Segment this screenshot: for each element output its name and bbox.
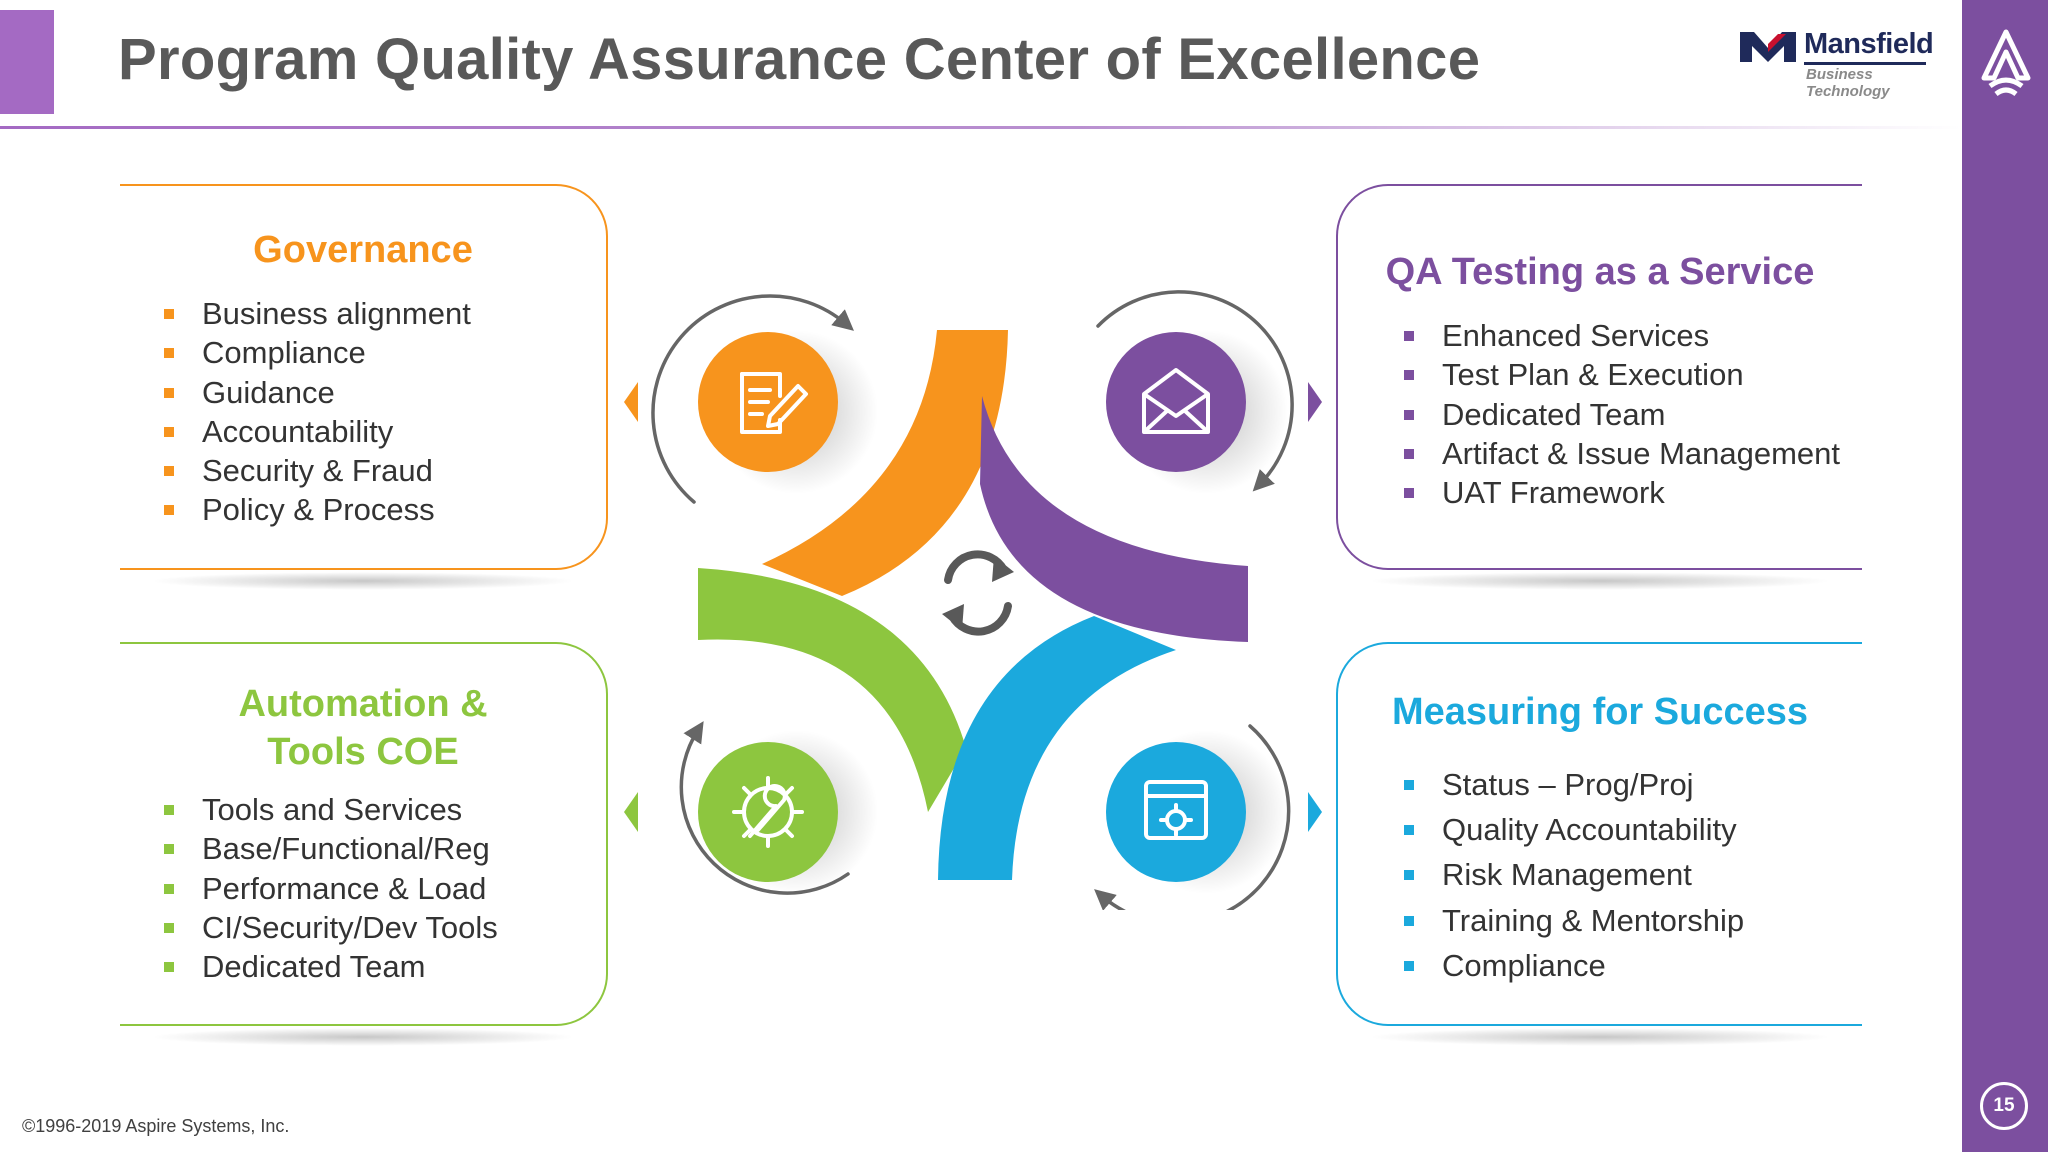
list-item: Training & Mentorship <box>1404 898 1744 943</box>
automation-icon-circle <box>698 742 838 882</box>
list-item: Base/Functional/Reg <box>164 829 498 868</box>
measuring-card: Measuring for Success Status – Prog/Proj… <box>1336 642 1862 1046</box>
list-item: Dedicated Team <box>1404 395 1840 434</box>
mansfield-logo-icon <box>1740 32 1796 62</box>
purple-arc <box>980 396 1248 642</box>
corner-accent-tab <box>0 10 54 114</box>
governance-list: Business alignment Compliance Guidance A… <box>164 294 471 530</box>
list-item: Performance & Load <box>164 869 498 908</box>
cycle-arrow-top-left <box>651 294 854 504</box>
right-arrow-blue <box>1308 792 1322 832</box>
page-title: Program Quality Assurance Center of Exce… <box>118 27 1481 92</box>
blue-arc <box>938 616 1176 880</box>
automation-title-line2: Tools COE <box>267 731 459 773</box>
list-item: Artifact & Issue Management <box>1404 434 1840 473</box>
list-item: Status – Prog/Proj <box>1404 762 1744 807</box>
refresh-arrowhead <box>942 604 964 630</box>
governance-card: Governance Business alignment Compliance… <box>120 184 608 590</box>
refresh-arrowhead <box>992 556 1014 582</box>
qa-icon-circle <box>1106 332 1246 472</box>
orange-arc <box>762 330 1008 596</box>
browser-gear-icon <box>1144 780 1208 840</box>
list-item: Guidance <box>164 373 471 412</box>
green-arc <box>698 568 966 812</box>
left-arrow-green <box>624 792 638 832</box>
list-item: Accountability <box>164 412 471 451</box>
list-item: Policy & Process <box>164 490 471 529</box>
automation-title: Automation & Tools COE <box>120 680 606 776</box>
list-item: Test Plan & Execution <box>1404 355 1840 394</box>
measuring-title: Measuring for Success <box>1391 691 1809 733</box>
gear-wrench-icon <box>732 776 804 848</box>
list-item: Dedicated Team <box>164 947 498 986</box>
automation-card: Automation & Tools COE Tools and Service… <box>120 642 608 1046</box>
list-item: Risk Management <box>1404 852 1744 897</box>
list-item: CI/Security/Dev Tools <box>164 908 498 947</box>
right-side-bar: 15 <box>1962 0 2048 1152</box>
copyright-text: ©1996-2019 Aspire Systems, Inc. <box>22 1116 290 1136</box>
list-item: Security & Fraud <box>164 451 471 490</box>
cycle-arrow-top-right <box>1096 290 1294 492</box>
logo-subtitle-line2: Technology <box>1806 83 1890 100</box>
center-graphic <box>624 290 1322 910</box>
mansfield-logo: Mansfield Business Technology <box>1738 26 1934 102</box>
logo-name: Mansfield <box>1804 28 1934 60</box>
logo-subtitle-line1: Business <box>1806 66 1873 83</box>
qa-testing-card: QA Testing as a Service Enhanced Service… <box>1336 184 1862 590</box>
page-number: 15 <box>1980 1082 2028 1130</box>
list-item: Enhanced Services <box>1404 316 1840 355</box>
right-arrow-purple <box>1308 382 1322 422</box>
qa-testing-title: QA Testing as a Service <box>1385 251 1815 293</box>
automation-title-line1: Automation & <box>238 683 488 725</box>
aspire-logo-icon <box>1981 29 2031 97</box>
qa-testing-list: Enhanced Services Test Plan & Execution … <box>1404 316 1840 512</box>
document-edit-icon <box>740 372 808 434</box>
list-item: UAT Framework <box>1404 473 1840 512</box>
envelope-open-icon <box>1142 368 1210 434</box>
cycle-arrow-bottom-right <box>1094 724 1291 910</box>
list-item: Compliance <box>164 333 471 372</box>
automation-list: Tools and Services Base/Functional/Reg P… <box>164 790 498 986</box>
list-item: Compliance <box>1404 943 1744 988</box>
logo-underline <box>1804 62 1926 65</box>
left-arrow-orange <box>624 382 638 422</box>
list-item: Tools and Services <box>164 790 498 829</box>
measuring-list: Status – Prog/Proj Quality Accountabilit… <box>1404 762 1744 988</box>
list-item: Quality Accountability <box>1404 807 1744 852</box>
title-divider <box>0 126 1962 129</box>
governance-title: Governance <box>253 229 473 271</box>
list-item: Business alignment <box>164 294 471 333</box>
